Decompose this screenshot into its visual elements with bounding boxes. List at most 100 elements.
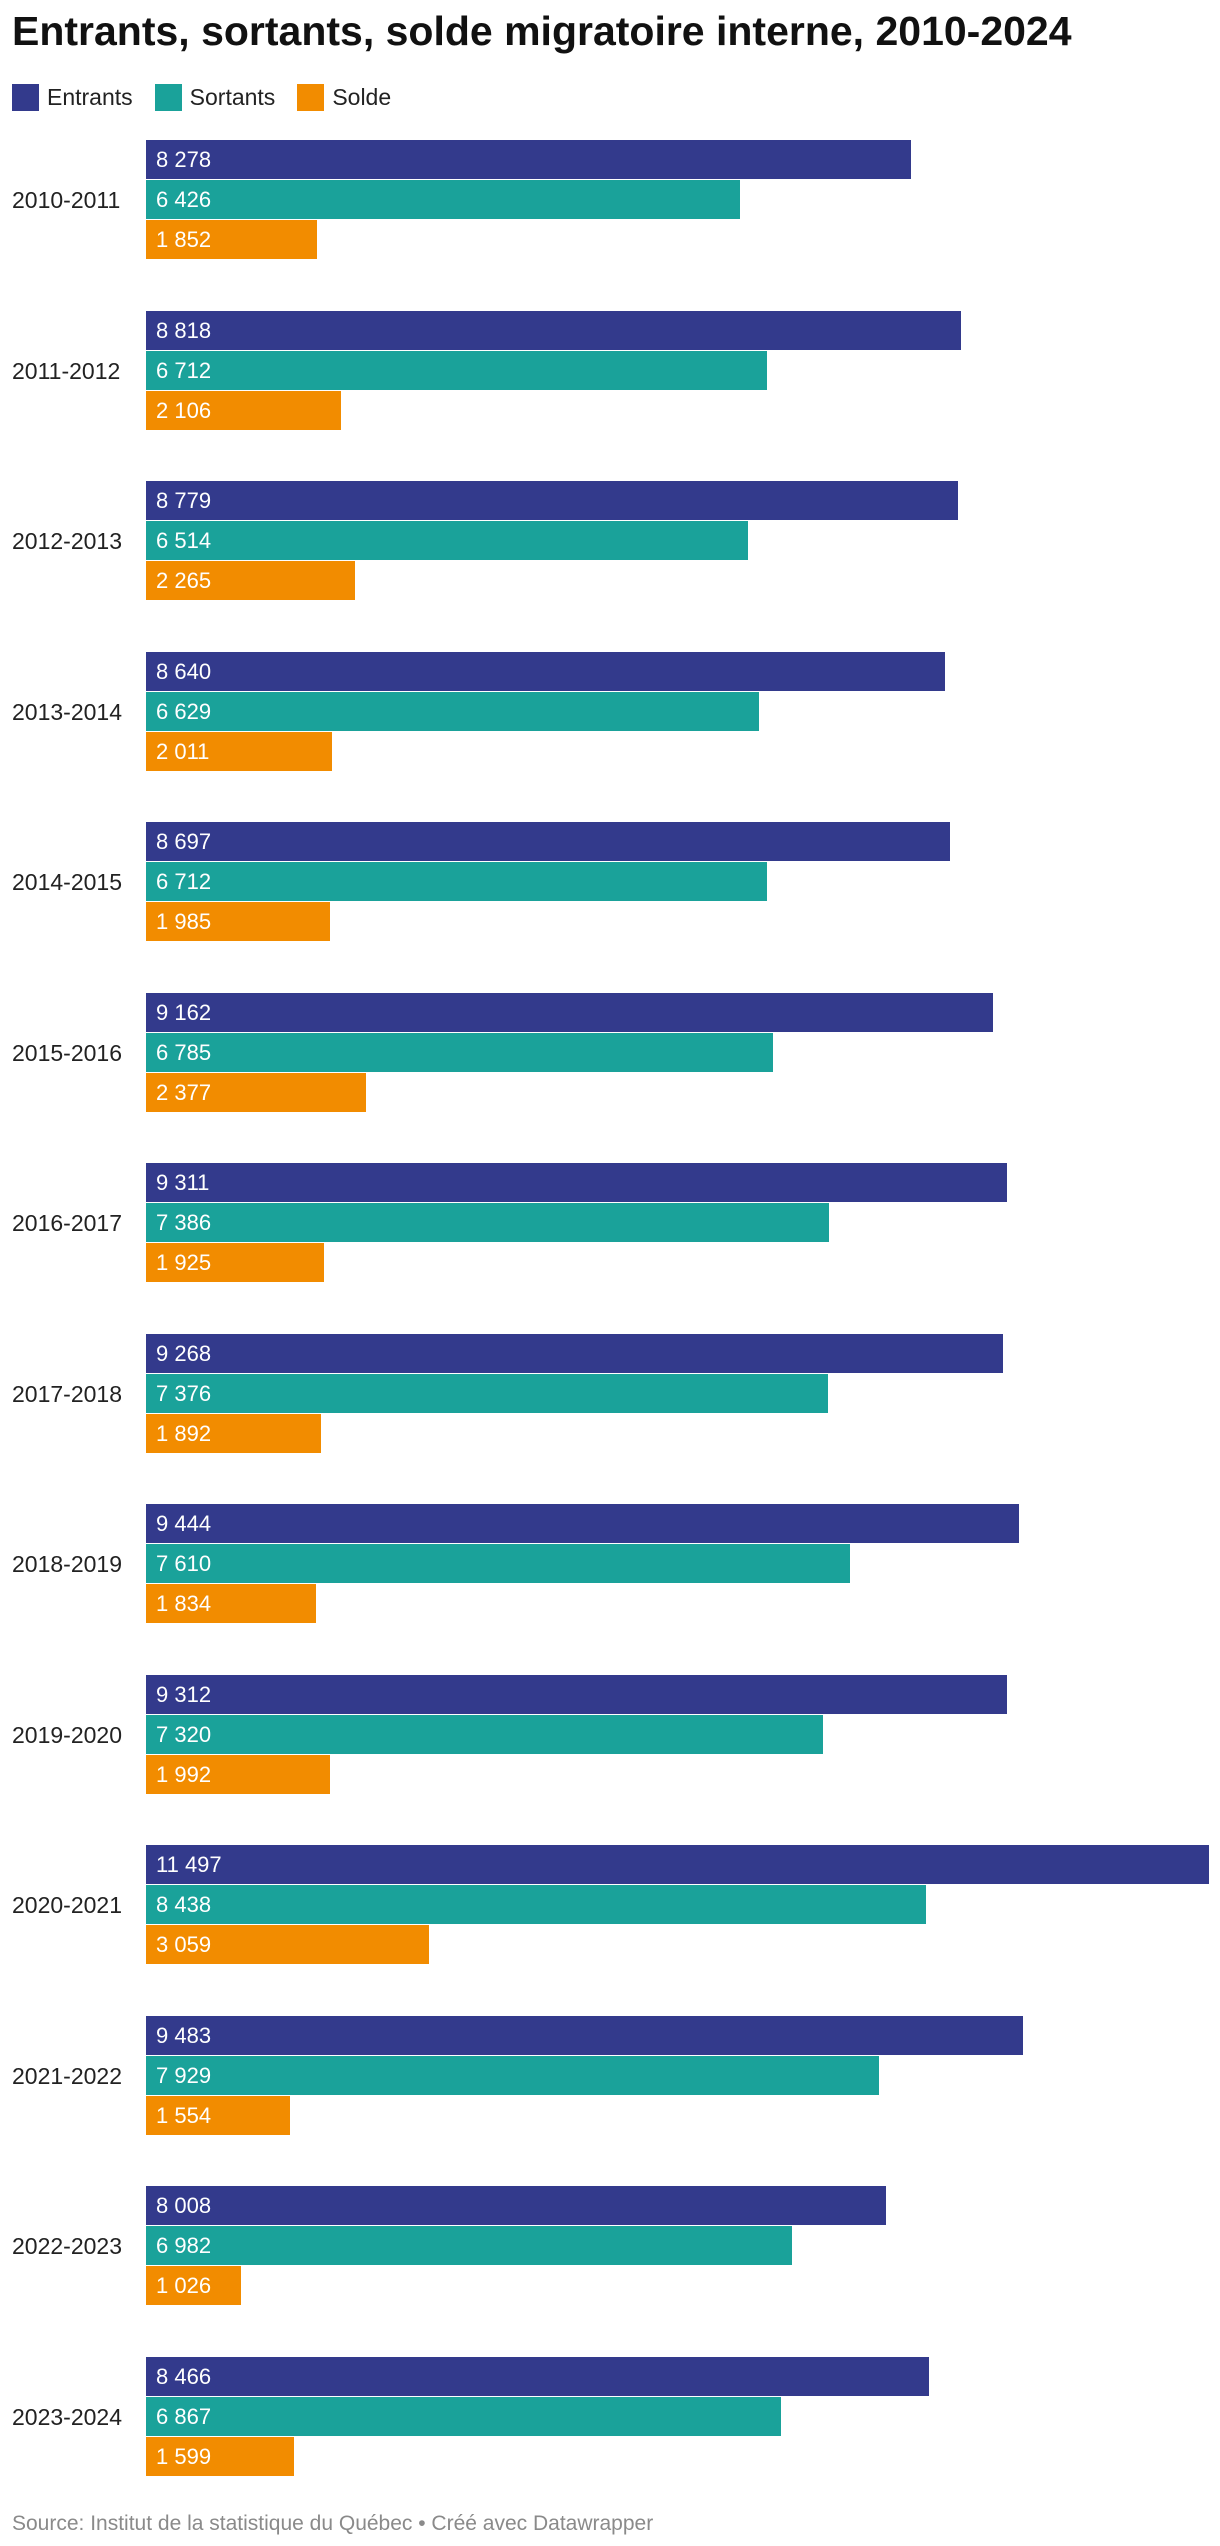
bar-solde bbox=[146, 2436, 294, 2476]
bar-entrants bbox=[146, 2015, 1023, 2055]
bar-sortants bbox=[146, 1544, 850, 1583]
data-label-entrants: 8 008 bbox=[156, 2193, 212, 2218]
bar-entrants bbox=[146, 1504, 1019, 1543]
data-label-sortants: 7 610 bbox=[156, 1551, 212, 1576]
data-label-sortants: 6 426 bbox=[156, 187, 212, 212]
bar-entrants bbox=[146, 1333, 1003, 1373]
data-label-sortants: 6 982 bbox=[156, 2233, 212, 2258]
data-label-solde: 3 059 bbox=[156, 1932, 212, 1957]
category-label: 2011-2012 bbox=[12, 357, 121, 384]
legend-swatch-entrants bbox=[12, 84, 39, 111]
legend-label-entrants: Entrants bbox=[47, 84, 133, 110]
bar-solde bbox=[146, 1754, 330, 1794]
bar-entrants bbox=[146, 651, 945, 691]
data-label-entrants: 9 311 bbox=[156, 1170, 210, 1195]
bar-solde bbox=[146, 902, 330, 941]
bar-sortants bbox=[146, 1203, 829, 1242]
data-label-sortants: 6 867 bbox=[156, 2403, 212, 2429]
bar-solde bbox=[146, 2095, 290, 2135]
bar-entrants bbox=[146, 1674, 1007, 1714]
data-label-solde: 1 834 bbox=[156, 1591, 212, 1616]
bar-entrants bbox=[146, 992, 993, 1032]
data-label-solde: 1 992 bbox=[156, 1761, 212, 1787]
bar-sortants bbox=[146, 691, 759, 731]
data-label-entrants: 11 497 bbox=[156, 1852, 222, 1877]
data-label-solde: 1 925 bbox=[156, 1250, 212, 1275]
data-label-sortants: 7 376 bbox=[156, 1380, 212, 1406]
legend-item-solde: Solde bbox=[297, 84, 391, 111]
data-label-entrants: 8 640 bbox=[156, 658, 212, 684]
bar-solde bbox=[146, 561, 355, 600]
legend-label-solde: Solde bbox=[332, 84, 392, 110]
data-label-entrants: 8 779 bbox=[156, 488, 212, 513]
data-label-entrants: 8 466 bbox=[156, 2363, 212, 2389]
category-label: 2020-2021 bbox=[12, 1892, 122, 1918]
data-label-sortants: 8 438 bbox=[156, 1892, 212, 1917]
bar-solde bbox=[146, 731, 332, 771]
legend-item-entrants: Entrants bbox=[12, 84, 133, 111]
bar-entrants bbox=[146, 2356, 929, 2396]
bar-solde bbox=[146, 2266, 241, 2305]
data-label-entrants: 9 268 bbox=[156, 1340, 212, 1366]
data-label-sortants: 7 320 bbox=[156, 1721, 212, 1747]
bar-entrants bbox=[146, 310, 961, 350]
data-label-sortants: 6 712 bbox=[156, 869, 212, 894]
bar-entrants bbox=[146, 1163, 1007, 1202]
bar-entrants bbox=[146, 822, 950, 861]
data-label-solde: 1 852 bbox=[156, 227, 212, 252]
category-label: 2022-2023 bbox=[12, 2233, 122, 2259]
bar-sortants bbox=[146, 1032, 773, 1072]
chart-title: Entrants, sortants, solde migratoire int… bbox=[12, 8, 1072, 54]
category-label: 2010-2011 bbox=[12, 187, 121, 213]
data-label-entrants: 8 818 bbox=[156, 317, 212, 343]
data-label-solde: 1 985 bbox=[156, 909, 212, 934]
bar-sortants bbox=[146, 180, 740, 219]
bar-solde bbox=[146, 1072, 366, 1112]
data-label-sortants: 6 785 bbox=[156, 1039, 212, 1065]
data-label-sortants: 7 386 bbox=[156, 1210, 212, 1235]
data-label-entrants: 9 483 bbox=[156, 2022, 212, 2048]
data-label-solde: 1 026 bbox=[156, 2273, 212, 2298]
bar-sortants bbox=[146, 521, 748, 560]
category-label: 2015-2016 bbox=[12, 1039, 122, 1066]
bar-entrants bbox=[146, 2186, 886, 2225]
category-label: 2019-2020 bbox=[12, 1721, 122, 1748]
bar-entrants bbox=[146, 1845, 1209, 1884]
data-label-solde: 1 599 bbox=[156, 2443, 212, 2469]
bar-sortants bbox=[146, 2226, 792, 2265]
data-label-solde: 1 892 bbox=[156, 1420, 212, 1446]
bar-sortants bbox=[146, 1714, 823, 1754]
legend: Entrants Sortants Solde bbox=[12, 84, 413, 111]
category-label: 2016-2017 bbox=[12, 1210, 122, 1236]
data-label-sortants: 7 929 bbox=[156, 2062, 212, 2088]
bar-solde bbox=[146, 390, 341, 430]
bar-sortants bbox=[146, 350, 767, 390]
bar-sortants bbox=[146, 2055, 879, 2095]
data-label-solde: 2 011 bbox=[156, 738, 210, 764]
data-label-sortants: 6 629 bbox=[156, 698, 212, 724]
category-label: 2012-2013 bbox=[12, 528, 122, 554]
bar-sortants bbox=[146, 1373, 828, 1413]
data-label-entrants: 8 697 bbox=[156, 829, 212, 854]
category-label: 2023-2024 bbox=[12, 2403, 122, 2430]
bar-solde bbox=[146, 1413, 321, 1453]
bar-solde bbox=[146, 1584, 316, 1623]
bar-solde bbox=[146, 1925, 429, 1964]
data-label-solde: 2 106 bbox=[156, 397, 212, 423]
bar-entrants bbox=[146, 481, 958, 520]
data-label-sortants: 6 514 bbox=[156, 528, 212, 553]
bar-sortants bbox=[146, 2396, 781, 2436]
category-label: 2014-2015 bbox=[12, 869, 122, 895]
data-label-entrants: 9 162 bbox=[156, 999, 212, 1025]
bar-solde bbox=[146, 220, 317, 259]
legend-item-sortants: Sortants bbox=[154, 84, 275, 111]
bar-entrants bbox=[146, 140, 911, 179]
data-label-entrants: 8 278 bbox=[156, 147, 212, 172]
source-note: Source: Institut de la statistique du Qu… bbox=[12, 2512, 654, 2535]
category-label: 2021-2022 bbox=[12, 2062, 122, 2089]
data-label-solde: 1 554 bbox=[156, 2102, 212, 2128]
data-label-sortants: 6 712 bbox=[156, 357, 212, 383]
bar-sortants bbox=[146, 862, 767, 901]
category-label: 2018-2019 bbox=[12, 1551, 122, 1577]
